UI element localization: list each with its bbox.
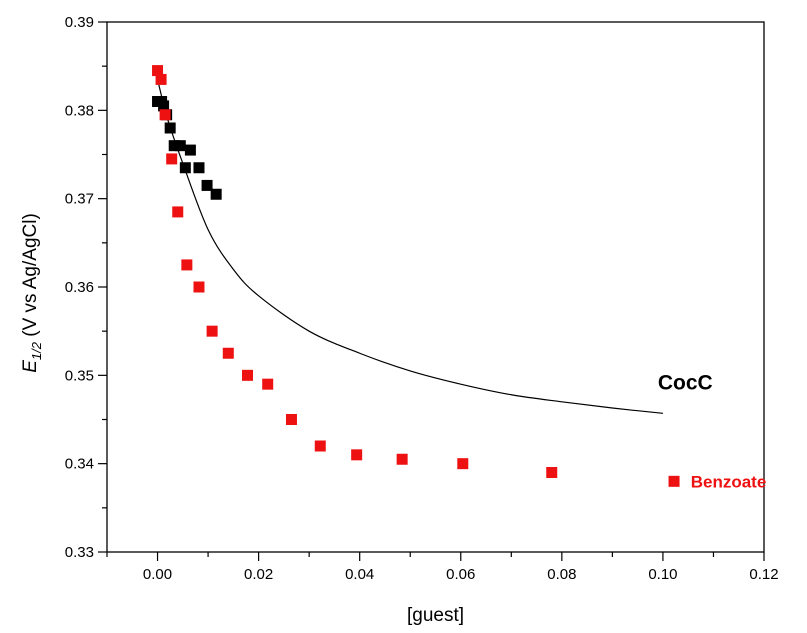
fit-curve-cocc <box>156 79 663 414</box>
data-point-benzoate <box>166 153 178 165</box>
data-point-benzoate <box>181 259 193 271</box>
series-benzoate <box>152 65 680 487</box>
data-point-cocc <box>174 140 186 152</box>
data-point-benzoate <box>285 414 297 425</box>
data-point-benzoate <box>262 378 274 390</box>
y-tick-label: 0.37 <box>65 191 94 208</box>
y-tick-label: 0.38 <box>65 102 94 119</box>
x-tick-label: 0.06 <box>446 566 475 583</box>
data-point-benzoate <box>457 458 469 470</box>
data-point-benzoate <box>172 206 184 218</box>
data-point-cocc <box>158 100 170 112</box>
data-point-benzoate <box>152 65 164 77</box>
data-point-cocc <box>168 140 180 152</box>
axes <box>98 21 765 561</box>
annotation-benzoate: Benzoate <box>691 472 767 491</box>
y-tick-label: 0.39 <box>65 14 94 31</box>
data-point-benzoate <box>668 475 680 487</box>
data-point-benzoate <box>314 440 326 452</box>
labels-layer: 0.00 0.02 0.04 0.06 0.08 0.10 0.12 0.33 0.34 0.35… <box>20 14 779 626</box>
data-point-cocc <box>184 144 196 156</box>
y-axis-title: E1/2 (V vs Ag/AgCl) <box>20 213 44 373</box>
data-point-benzoate <box>159 109 171 121</box>
data-point-benzoate <box>222 347 234 359</box>
data-point-benzoate <box>206 325 218 337</box>
x-tick-label: 0.10 <box>648 566 677 583</box>
y-tick-label: 0.36 <box>65 279 94 296</box>
x-axis-title: [guest] <box>407 605 464 626</box>
data-points-layer <box>152 65 680 487</box>
fit-curve-layer <box>156 79 663 414</box>
y-axis-title-subscript: 1/2 <box>29 341 44 360</box>
data-point-benzoate <box>155 73 167 85</box>
x-tick-label: 0.12 <box>749 566 778 583</box>
data-point-benzoate <box>396 453 408 465</box>
y-axis-title-symbol: E <box>20 360 41 373</box>
data-point-cocc <box>201 179 213 191</box>
data-point-benzoate <box>546 467 558 478</box>
y-tick-label: 0.35 <box>65 367 94 384</box>
data-point-cocc <box>164 122 176 134</box>
y-tick-label: 0.34 <box>65 456 94 473</box>
x-tick-label: 0.02 <box>244 566 273 583</box>
data-point-benzoate <box>351 449 363 461</box>
annotation-cocc: CocC <box>658 372 713 395</box>
data-point-benzoate <box>193 281 205 293</box>
x-tick-label: 0.00 <box>143 566 172 583</box>
data-point-cocc <box>210 188 222 200</box>
data-point-cocc <box>179 162 191 174</box>
data-point-cocc <box>193 162 205 174</box>
y-tick-label: 0.33 <box>65 544 94 561</box>
plot-frame <box>106 21 765 553</box>
y-axis-title-rest: (V vs Ag/AgCl) <box>20 213 41 342</box>
data-point-benzoate <box>242 369 253 381</box>
x-tick-label: 0.04 <box>345 566 374 583</box>
x-tick-label: 0.08 <box>547 566 576 583</box>
